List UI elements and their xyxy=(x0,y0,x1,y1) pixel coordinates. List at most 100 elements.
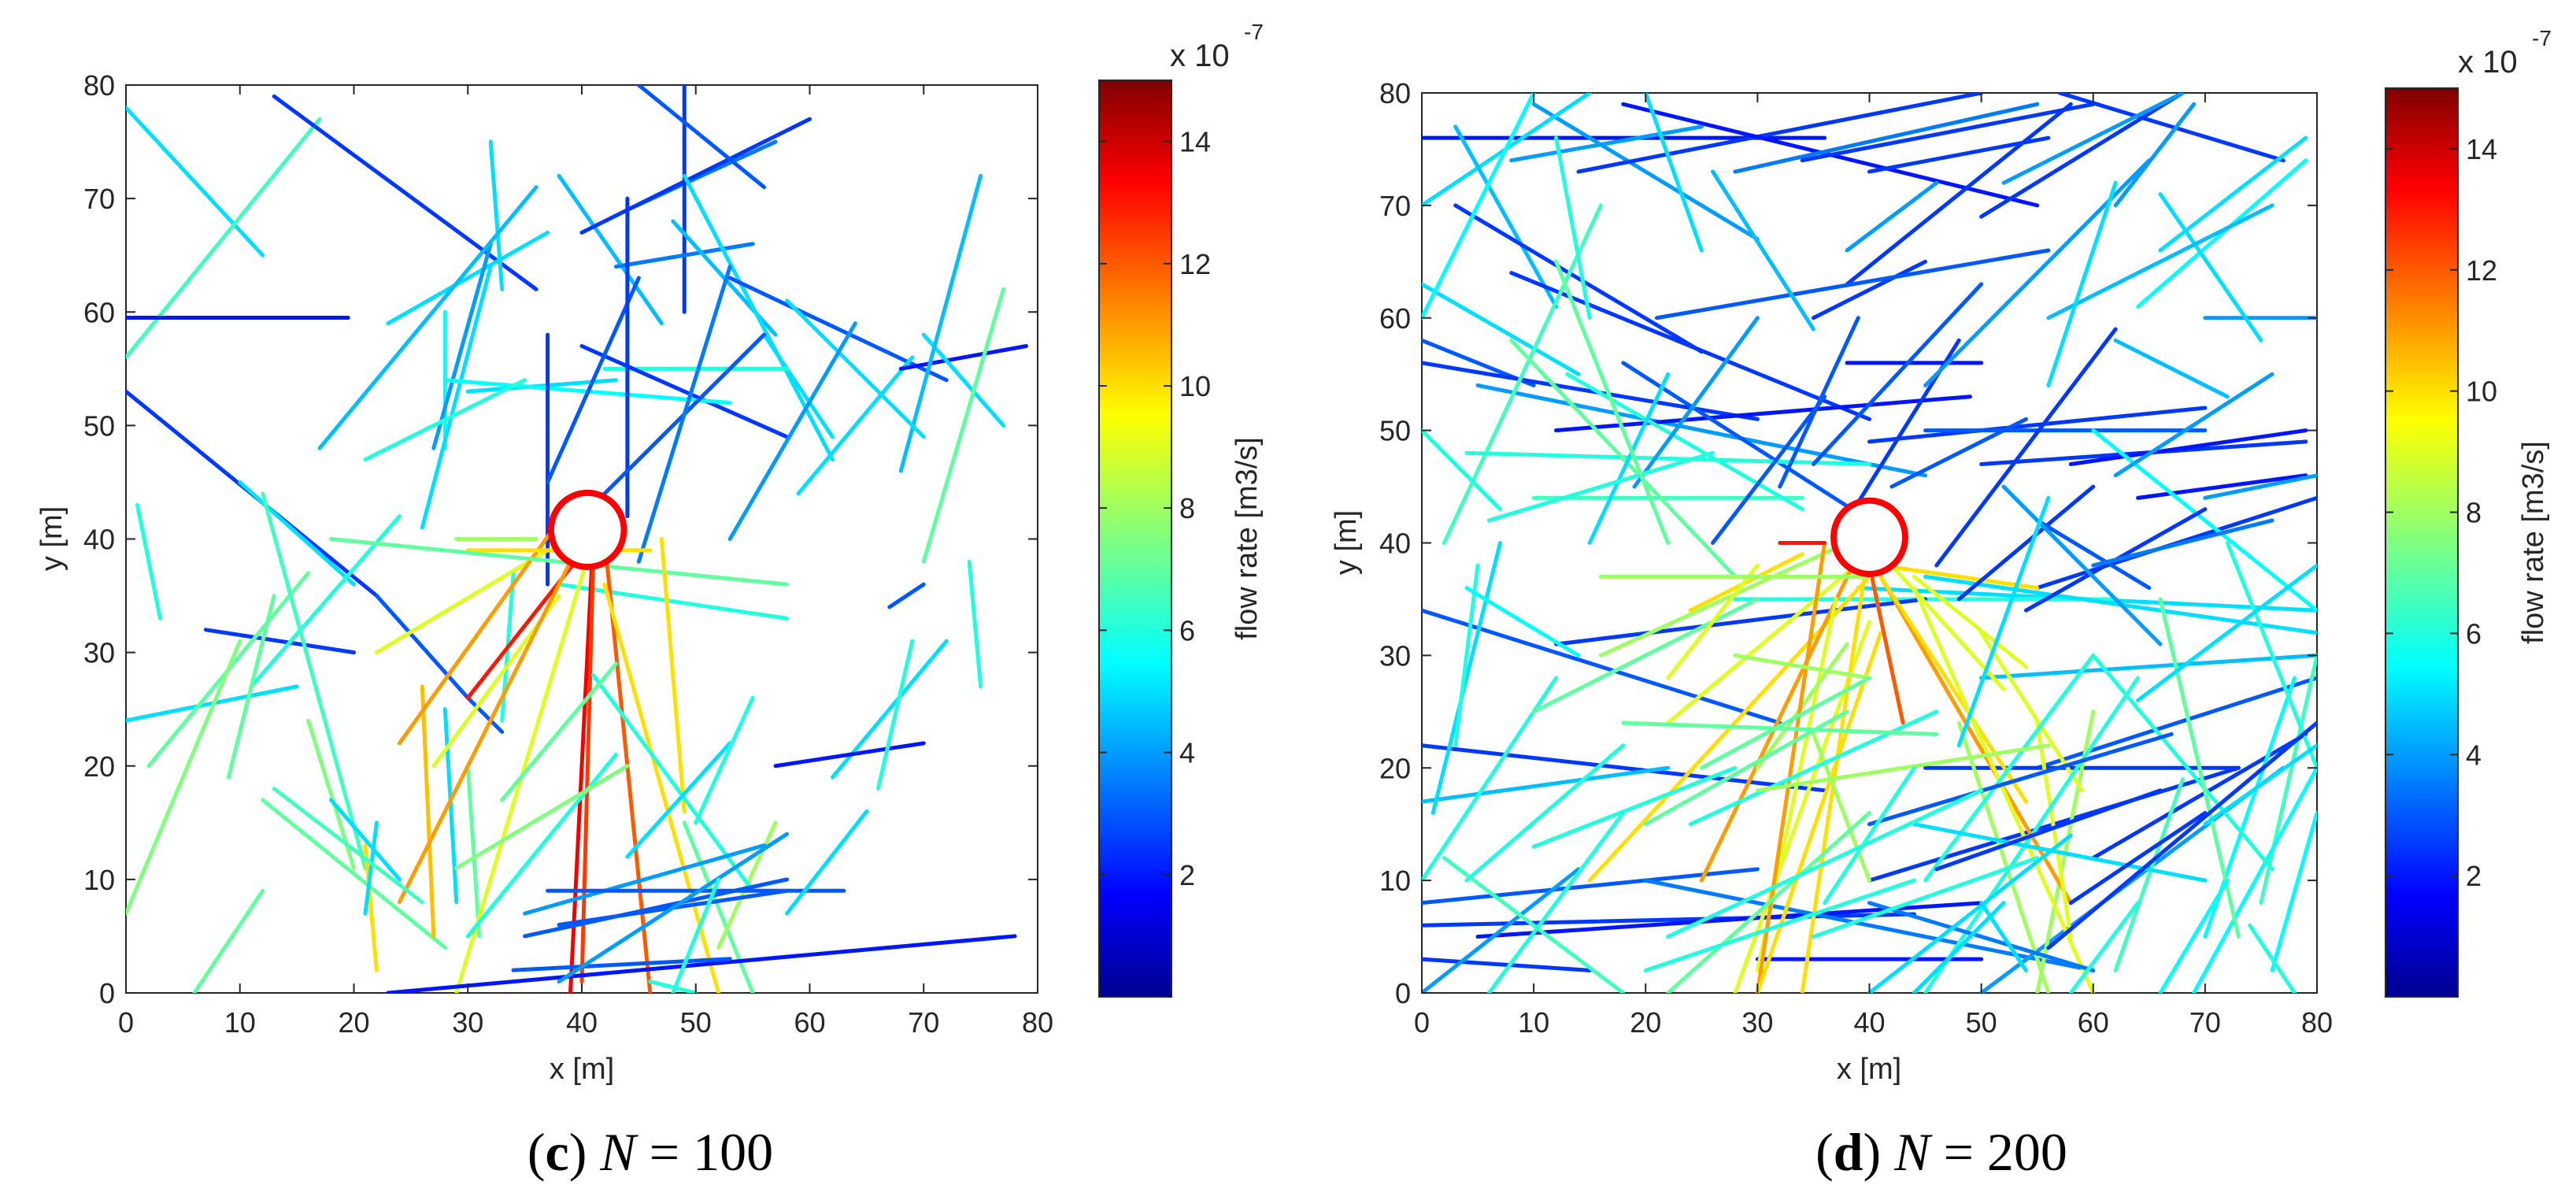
fracture-segment xyxy=(1811,259,1928,320)
x-tick-label: 20 xyxy=(338,1006,369,1039)
fracture-segment xyxy=(1956,720,2051,993)
fracture-segment xyxy=(1442,856,1626,993)
colorbar-exponent-c: -7 xyxy=(1244,20,1264,44)
fracture-segment xyxy=(1912,901,2006,993)
fracture-segment xyxy=(1867,901,2096,972)
colorbar-tick-label: 8 xyxy=(2466,497,2482,529)
y-tick-label: 70 xyxy=(83,183,115,215)
x-tick-label: 30 xyxy=(1741,1006,1773,1039)
x-tick-label: 40 xyxy=(566,1006,598,1039)
fracture-segment xyxy=(1867,563,1905,725)
caption-eq-d: = xyxy=(1930,1122,1987,1182)
fracture-segment xyxy=(613,242,755,269)
y-tick-label: 40 xyxy=(83,524,115,556)
fracture-segment xyxy=(1666,788,1984,939)
x-tick-label: 80 xyxy=(2301,1006,2333,1039)
fracture-segment xyxy=(1979,901,2028,972)
fracture-segment xyxy=(1979,93,2185,219)
x-tick-label: 60 xyxy=(2078,1006,2109,1039)
fracture-segment xyxy=(2091,731,2308,861)
y-tick-label: 50 xyxy=(83,409,115,442)
caption-letter-d: d xyxy=(1834,1122,1864,1182)
colorbar-ticks-d: 2 4 6 8 10 12 14 xyxy=(2385,133,2497,892)
x-axis-label-c: x [m] xyxy=(550,1053,614,1086)
colorbar-ticks-c: 2 4 6 8 10 12 14 xyxy=(1099,126,1211,891)
colorbar-c xyxy=(1098,80,1172,998)
fracture-segment xyxy=(1422,428,1502,512)
fracture-segment xyxy=(2203,473,2317,500)
fracture-segment xyxy=(1845,102,2073,287)
y-tick-label: 20 xyxy=(83,750,115,783)
x-tick-label: 0 xyxy=(118,1006,134,1039)
colorbar-tick-label: 14 xyxy=(1179,126,1211,158)
fracture-segment xyxy=(579,117,812,235)
fracture-segment xyxy=(2136,563,2317,703)
fracture-segment xyxy=(1475,383,1928,478)
fracture-segment xyxy=(442,707,459,905)
fracture-segment xyxy=(2091,428,2317,613)
fracture-segment xyxy=(226,594,276,780)
colorbar-tick-label: 12 xyxy=(1179,248,1211,280)
fracture-segment xyxy=(329,798,402,882)
fracture-segment xyxy=(898,343,1029,371)
caption-value-c: 100 xyxy=(693,1122,773,1182)
x-tick-label: 50 xyxy=(680,1006,712,1039)
fracture-segment xyxy=(1422,93,1536,320)
fracture-segment xyxy=(1554,259,1671,545)
fracture-segment xyxy=(762,332,835,439)
fracture-segment xyxy=(272,94,539,291)
fracture-segment xyxy=(1867,731,2174,827)
fracture-segment xyxy=(1811,856,2040,939)
fracture-segment xyxy=(568,537,595,993)
fracture-segment xyxy=(192,888,265,993)
fracture-segment xyxy=(1923,653,2096,883)
y-tick-label: 60 xyxy=(83,296,115,328)
colorbar-tick-label: 2 xyxy=(2466,860,2482,892)
fracture-segment xyxy=(1422,361,1760,421)
y-axis-label-c: y [m] xyxy=(35,506,68,571)
fracture-segment xyxy=(2113,372,2274,478)
fracture-segment xyxy=(2259,653,2317,906)
fracture-segment xyxy=(1934,327,2118,568)
fracture-segment xyxy=(2225,541,2317,770)
fracture-segment xyxy=(1643,93,1704,253)
fracture-segment xyxy=(636,85,767,190)
panel-c: 0 10 20 30 40 50 60 70 80 0 10 20 30 40 50 60 70 80 x [m… xyxy=(35,20,1264,1182)
fracture-segment xyxy=(1531,597,1760,714)
y-tick-label: 0 xyxy=(99,977,115,1009)
fracture-segment xyxy=(694,695,755,825)
y-tick-label: 0 xyxy=(1395,977,1411,1009)
fracture-segment xyxy=(636,265,732,564)
fracture-segment xyxy=(1867,135,2051,174)
y-tick-label: 30 xyxy=(1379,639,1411,672)
fracture-segment xyxy=(1934,788,2163,872)
y-tick-label: 80 xyxy=(83,69,115,102)
fracture-segment xyxy=(1554,597,1928,646)
fracture-segment xyxy=(523,843,767,916)
fracture-segment xyxy=(1509,124,1704,163)
fracture-segment xyxy=(682,820,755,993)
fracture-segment xyxy=(261,491,368,870)
fracture-segment xyxy=(2068,901,2141,993)
fracture-segment xyxy=(431,242,493,450)
fracture-segment xyxy=(465,695,505,735)
fracture-segments-d xyxy=(1422,93,2317,993)
fracture-segment xyxy=(1576,93,1984,174)
fracture-segment xyxy=(1464,743,1626,883)
fracture-segment xyxy=(2136,473,2308,500)
fracture-segment xyxy=(1453,124,1559,309)
fracture-segment xyxy=(898,173,983,473)
fracture-segment xyxy=(2001,484,2163,646)
fracture-segment xyxy=(238,480,356,587)
fracture-segment xyxy=(2248,923,2297,993)
fracture-segment xyxy=(1422,867,1581,993)
fracture-segment xyxy=(1442,203,1603,545)
fracture-segment xyxy=(1453,203,1704,354)
x-ticks-d: 0 10 20 30 40 50 60 70 80 xyxy=(1414,93,2333,1039)
fracture-segment xyxy=(648,980,698,993)
fracture-segment xyxy=(2158,878,2230,993)
colorbar-tick-label: 4 xyxy=(2466,739,2482,771)
fracture-segment xyxy=(1422,743,1827,793)
fracture-segment xyxy=(1666,563,1760,680)
fracture-segment xyxy=(1509,338,1738,579)
